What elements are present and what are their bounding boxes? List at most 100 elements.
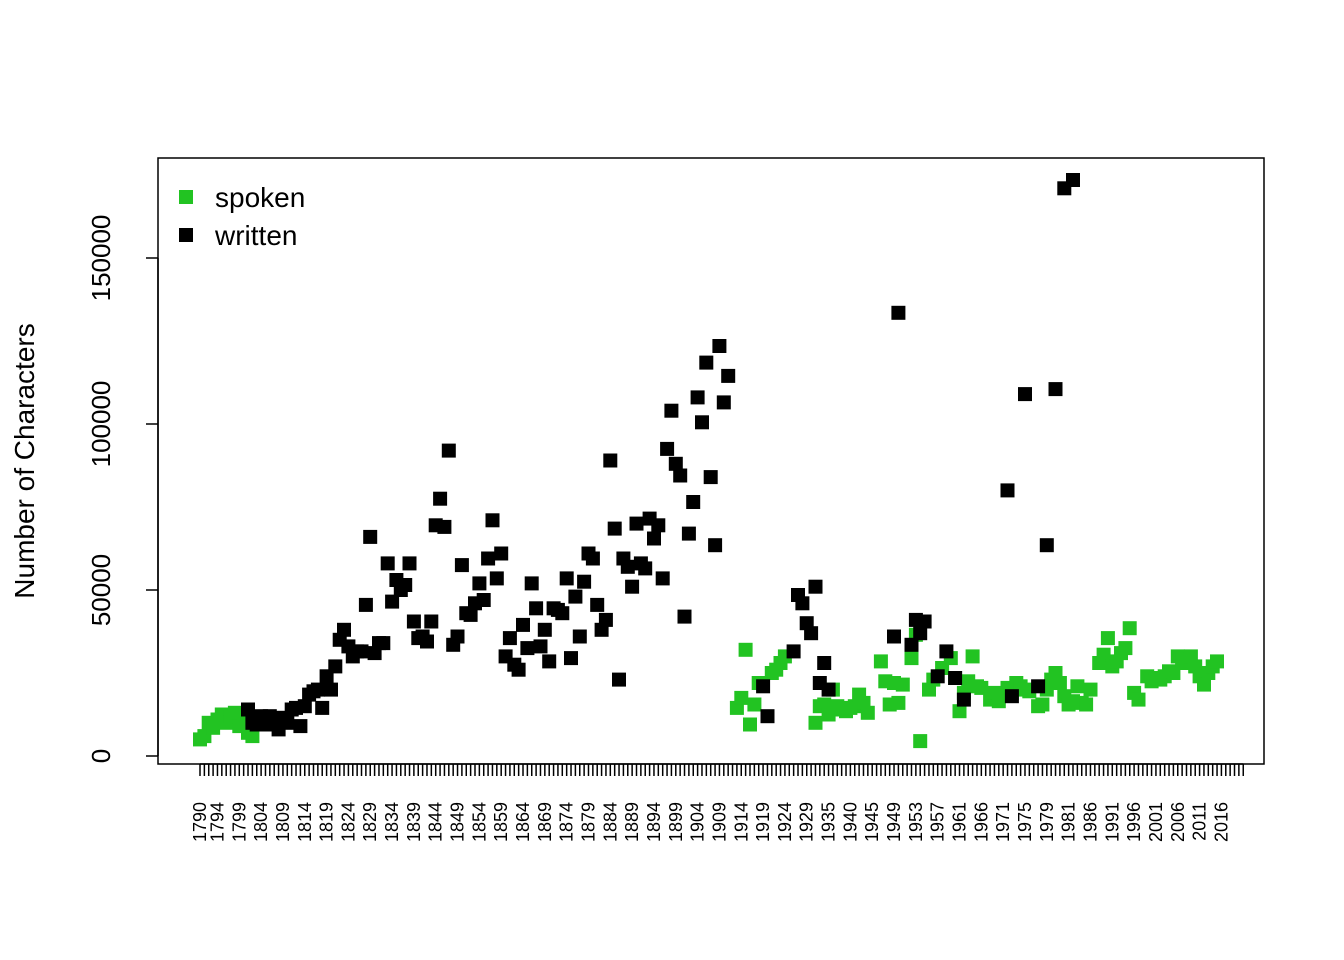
x-tick-label-14: 1859 [491,802,511,842]
point-written-132 [1000,483,1015,498]
point-spoken-36 [873,654,888,669]
point-written-133 [1004,689,1019,704]
point-written-126 [913,626,928,641]
point-written-105 [699,355,714,370]
points-layer [193,173,1224,749]
x-tick-label-18: 1879 [578,802,598,842]
point-spoken-41 [895,677,910,692]
x-tick-label-44: 2001 [1146,802,1166,842]
point-written-74 [564,651,578,666]
point-written-118 [808,579,823,594]
x-tick-label-42: 1991 [1102,802,1122,842]
point-written-42 [424,614,439,629]
point-written-36 [398,578,413,592]
point-written-38 [406,614,421,629]
legend-written-label: written [214,220,297,251]
x-tick-label-6: 1819 [317,802,337,842]
x-tick-label-16: 1869 [535,802,555,842]
x-tick-label-25: 1914 [731,802,751,842]
point-written-91 [638,561,653,576]
legend-written-swatch [179,228,193,242]
x-tick-label-20: 1889 [622,802,642,842]
point-written-80 [590,597,605,612]
point-written-113 [786,644,801,659]
point-written-54 [476,593,491,607]
x-tick-label-22: 1899 [666,802,686,842]
point-written-12 [293,719,308,734]
point-written-131 [956,692,971,707]
point-written-79 [585,551,600,566]
point-written-64 [520,641,535,656]
point-written-104 [695,415,709,430]
point-written-28 [363,529,378,544]
point-written-115 [795,596,810,611]
point-spoken-16 [743,717,757,732]
point-written-87 [620,559,635,574]
point-spoken-15 [738,642,753,657]
point-spoken-87 [1131,692,1146,707]
point-written-82 [598,612,613,627]
x-tick-label-41: 1986 [1080,802,1100,842]
point-written-130 [948,671,963,685]
point-written-136 [1039,538,1054,553]
x-tick-label-2: 1799 [229,802,249,842]
x-tick-label-19: 1884 [600,802,620,842]
point-spoken-66 [1035,697,1050,712]
x-tick-label-17: 1874 [557,802,577,842]
point-written-13 [297,699,312,714]
point-written-109 [716,395,731,410]
point-written-19 [324,682,338,697]
y-tick-label-1: 50000 [86,554,116,626]
point-written-32 [380,556,395,571]
point-spoken-58 [991,694,1006,709]
point-written-63 [516,617,530,632]
x-tick-label-30: 1940 [840,802,860,842]
y-axis: 0 50000 100000 150000 [86,215,159,763]
point-spoken-14 [734,690,749,705]
point-written-22 [337,622,351,637]
point-written-94 [651,518,666,533]
x-tick-label-9: 1834 [382,802,402,842]
point-written-128 [930,669,945,684]
point-written-111 [756,679,771,694]
x-tick-label-26: 1919 [753,802,773,842]
x-tick-label-32: 1949 [884,802,904,842]
point-spoken-23 [808,715,823,730]
point-written-77 [577,574,592,589]
point-written-137 [1048,382,1063,397]
point-written-37 [402,556,417,571]
point-written-103 [690,390,705,405]
point-spoken-50 [952,704,967,719]
point-written-65 [524,576,539,591]
x-tick-label-47: 2016 [1211,802,1231,842]
point-written-9 [280,715,295,730]
point-spoken-70 [1052,676,1067,690]
point-written-26 [354,644,369,659]
x-tick-label-1: 1794 [207,802,227,842]
point-written-85 [612,672,626,687]
y-tick-label-2: 100000 [86,381,116,468]
x-tick-label-23: 1904 [688,802,708,842]
x-tick-label-39: 1979 [1037,802,1057,842]
x-tick-label-40: 1981 [1059,802,1079,842]
point-spoken-101 [1197,677,1211,692]
x-tick-label-4: 1809 [273,802,293,842]
point-written-67 [533,639,548,654]
point-spoken-85 [1122,621,1137,636]
x-tick-label-33: 1953 [906,802,926,842]
x-tick-label-24: 1909 [709,802,729,842]
point-written-97 [664,403,679,418]
x-tick-label-43: 1996 [1124,802,1144,842]
point-written-108 [712,339,727,353]
point-written-122 [887,629,901,644]
point-written-49 [454,558,469,573]
point-spoken-74 [1070,679,1085,694]
x-tick-label-37: 1971 [993,802,1013,842]
x-tick-label-8: 1829 [360,802,380,842]
point-written-84 [607,521,622,536]
point-written-66 [529,601,544,616]
x-tick-label-3: 1804 [251,802,271,842]
x-tick-label-29: 1935 [819,802,839,842]
